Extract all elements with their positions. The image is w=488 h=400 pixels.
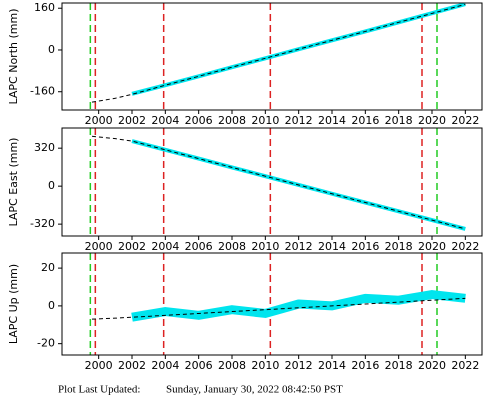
- x-tick-label: 2010: [251, 240, 279, 253]
- x-tick-label: 2020: [418, 359, 446, 372]
- x-tick-label: 2020: [418, 240, 446, 253]
- x-tick-label: 2012: [285, 114, 313, 127]
- y-tick-label: -20: [37, 337, 55, 350]
- x-tick-label: 2008: [218, 240, 246, 253]
- x-tick-label: 2002: [118, 114, 146, 127]
- x-tick-label: 2010: [251, 359, 279, 372]
- y-tick-label: 20: [41, 261, 55, 274]
- x-tick-label: 2000: [85, 114, 113, 127]
- y-tick-label: 160: [34, 1, 55, 14]
- x-tick-label: 2014: [318, 114, 346, 127]
- x-tick-label: 2008: [218, 359, 246, 372]
- y-tick-label: 320: [34, 141, 55, 154]
- x-tick-label: 2008: [218, 114, 246, 127]
- x-tick-label: 2016: [351, 114, 379, 127]
- x-tick-label: 2006: [185, 114, 213, 127]
- x-tick-label: 2010: [251, 114, 279, 127]
- x-tick-label: 2022: [451, 359, 479, 372]
- x-tick-label: 2022: [451, 114, 479, 127]
- y-tick-label: 0: [48, 299, 55, 312]
- x-tick-label: 2012: [285, 359, 313, 372]
- x-tick-label: 2000: [85, 359, 113, 372]
- plot-frame: [61, 127, 483, 237]
- x-tick-label: 2006: [185, 240, 213, 253]
- x-tick-label: 2014: [318, 359, 346, 372]
- footer-timestamp: Sunday, January 30, 2022 08:42:50 PST: [166, 384, 343, 396]
- x-tick-label: 2002: [118, 359, 146, 372]
- x-tick-label: 2020: [418, 114, 446, 127]
- x-tick-label: 2016: [351, 240, 379, 253]
- plot-area: [89, 253, 466, 355]
- model-line: [91, 3, 466, 103]
- x-tick-label: 2014: [318, 240, 346, 253]
- y-axis-label: LAPC East (mm): [7, 138, 20, 227]
- x-tick-label: 2000: [85, 240, 113, 253]
- x-tick-label: 2012: [285, 240, 313, 253]
- y-axis-label: LAPC Up (mm): [7, 264, 20, 344]
- y-axis-label: LAPC North (mm): [7, 9, 20, 105]
- x-tick-label: 2018: [385, 114, 413, 127]
- plot-frame: [61, 252, 483, 356]
- x-tick-label: 2004: [151, 359, 179, 372]
- plot-area: [89, 3, 466, 110]
- x-tick-label: 2004: [151, 240, 179, 253]
- footer-label: Plot Last Updated:: [58, 384, 141, 396]
- x-tick-label: 2016: [351, 359, 379, 372]
- y-tick-label: 0: [48, 43, 55, 56]
- x-tick-label: 2006: [185, 359, 213, 372]
- x-tick-label: 2022: [451, 240, 479, 253]
- x-tick-label: 2002: [118, 240, 146, 253]
- model-line: [91, 135, 466, 230]
- data-line: [131, 290, 466, 322]
- y-tick-label: 0: [48, 179, 55, 192]
- plot-area: [89, 128, 466, 236]
- y-tick-label: -160: [30, 85, 55, 98]
- y-tick-label: -320: [30, 217, 55, 230]
- x-tick-label: 2018: [385, 359, 413, 372]
- x-tick-label: 2004: [151, 114, 179, 127]
- plot-frame: [61, 2, 483, 111]
- x-tick-label: 2018: [385, 240, 413, 253]
